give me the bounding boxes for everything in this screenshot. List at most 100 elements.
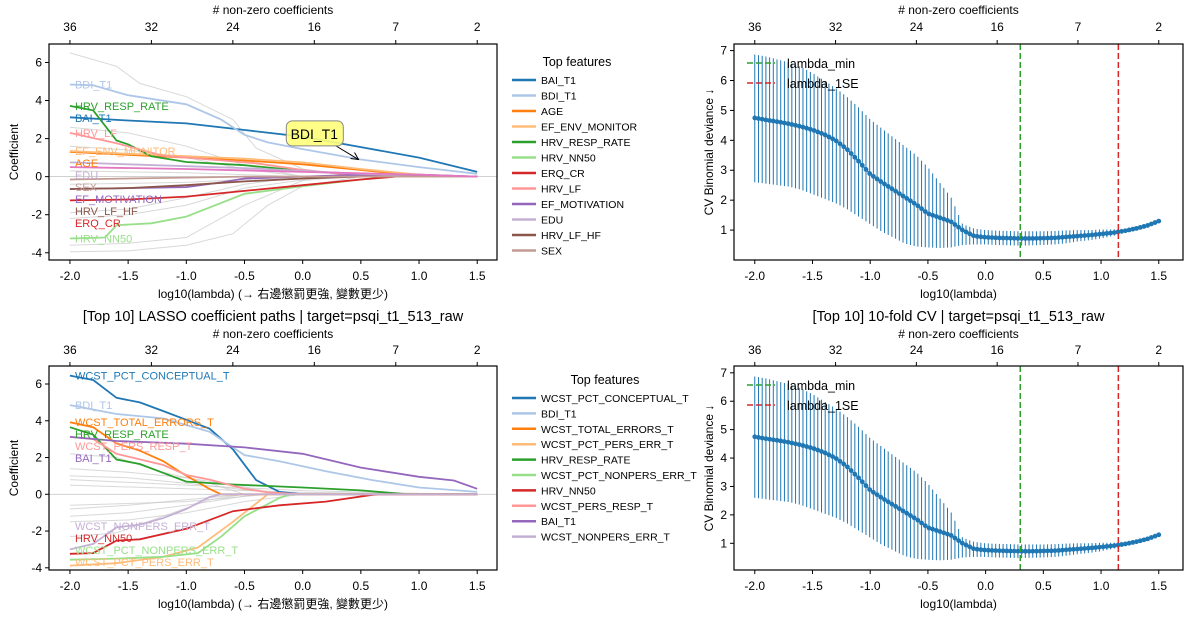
cv-point <box>922 523 928 529</box>
legend-item: EDU <box>512 215 563 227</box>
cv-point <box>1015 235 1021 241</box>
cv-point <box>796 442 802 448</box>
cv-point <box>1052 235 1058 241</box>
x-axis-label: log10(lambda) <box>920 287 997 301</box>
legend-label: HRV_LF_HF <box>541 230 601 242</box>
y-axis-label: CV Binomial deviance ↓ <box>702 405 716 532</box>
y-tick-label: 1 <box>720 223 727 237</box>
cv-point <box>1030 548 1036 554</box>
cv-point <box>807 445 813 450</box>
cv-point <box>996 548 1002 554</box>
cv-point <box>822 132 828 138</box>
cv-point <box>885 184 891 189</box>
cv-point <box>974 233 980 239</box>
cv-point <box>837 141 843 147</box>
annotation-arrow <box>334 144 359 160</box>
top-tick-label: 36 <box>63 20 77 34</box>
x-tick-label: -1.5 <box>802 269 823 283</box>
legend-label: BAI_T1 <box>541 75 576 87</box>
x-tick-label: -1.5 <box>802 579 823 593</box>
cv-point <box>1067 234 1073 240</box>
cv-point <box>878 179 884 184</box>
cv-point <box>1000 235 1006 241</box>
cv-point <box>974 546 980 552</box>
series-line-bdi_t1 <box>69 404 478 493</box>
cv-point <box>815 447 821 453</box>
cv-point <box>789 122 795 127</box>
cv-point <box>1119 228 1125 234</box>
cv-point <box>1037 548 1043 554</box>
x-tick-label: 1.5 <box>1150 269 1167 283</box>
x-tick-label: 0.5 <box>353 269 370 283</box>
cv-point <box>896 506 902 512</box>
cv-point <box>1052 548 1058 554</box>
top-axis-label: # non-zero coefficients <box>213 3 334 17</box>
legend-item: ERQ_CR <box>512 168 585 180</box>
cv-point <box>793 441 798 447</box>
cv-point <box>908 198 913 204</box>
legend-item: lambda_1SE <box>747 399 859 413</box>
y-tick-label: 4 <box>35 94 42 108</box>
cv-point <box>1041 548 1047 554</box>
legend-item: BAI_T1 <box>512 75 576 87</box>
cv-point <box>756 116 761 121</box>
cv-point <box>837 458 843 464</box>
legend-item: HRV_NN50 <box>512 153 596 165</box>
top-tick-label: 24 <box>226 343 240 357</box>
cv-point <box>800 124 806 130</box>
legend-label: WCST_PERS_RESP_T <box>541 501 654 513</box>
cv-point <box>1152 533 1158 539</box>
cv-point <box>989 548 995 553</box>
cv-point <box>885 499 891 505</box>
legend-title: Top features <box>571 373 640 387</box>
cv-point <box>756 434 761 440</box>
legend-label: WCST_NONPERS_ERR_T <box>541 532 671 544</box>
top-tick-label: 16 <box>308 343 322 357</box>
cv-point <box>904 510 910 516</box>
top-tick-label: 32 <box>145 20 159 34</box>
y-tick-label: 4 <box>720 451 727 465</box>
top-tick-label: 16 <box>990 20 1004 34</box>
x-tick-label: -0.5 <box>918 579 939 593</box>
cv-point <box>759 435 765 441</box>
y-tick-label: 2 <box>35 132 42 146</box>
cv-point <box>889 186 895 192</box>
series-end-label: HRV_NN50 <box>75 533 132 545</box>
legend-item: BDI_T1 <box>512 91 577 103</box>
top-tick-label: 2 <box>1155 343 1162 357</box>
legend-label: EF_MOTIVATION <box>541 199 624 211</box>
cv-point <box>1119 542 1125 547</box>
cv-point <box>1093 232 1099 237</box>
x-tick-label: -1.0 <box>176 269 197 283</box>
series-line-bdi_t1 <box>69 83 478 175</box>
legend-label: HRV_NN50 <box>541 153 596 165</box>
cv-point <box>767 118 773 123</box>
cv-point <box>1156 218 1162 224</box>
cv-point <box>893 188 899 194</box>
background-path-line <box>69 176 478 253</box>
x-tick-label: -1.0 <box>176 579 197 593</box>
cv-point <box>982 234 987 240</box>
cv-point <box>841 144 847 150</box>
cv-point <box>1148 221 1154 227</box>
cv-point <box>959 227 965 233</box>
legend-label: SEX <box>541 246 562 258</box>
y-tick-label: 7 <box>720 366 727 380</box>
top-tick-label: 2 <box>1155 20 1162 34</box>
series-end-label: WCST_TOTAL_ERRORS_T <box>75 417 214 429</box>
cv-point <box>941 216 947 222</box>
series-end-label: HRV_LF <box>75 128 117 140</box>
cv-point <box>933 527 939 533</box>
cv-point <box>941 530 947 536</box>
top-axis-label: # non-zero coefficients <box>898 3 1019 17</box>
cv-point <box>770 437 776 443</box>
x-tick-label: -0.5 <box>918 269 939 283</box>
top-tick-label: 36 <box>748 20 762 34</box>
cv-point <box>1067 547 1073 552</box>
cv-point <box>1059 547 1065 553</box>
cv-point <box>1071 546 1076 552</box>
cv-point <box>993 548 999 554</box>
cv-point <box>1097 231 1102 237</box>
cv-point <box>848 468 854 473</box>
cv-point <box>804 125 810 131</box>
